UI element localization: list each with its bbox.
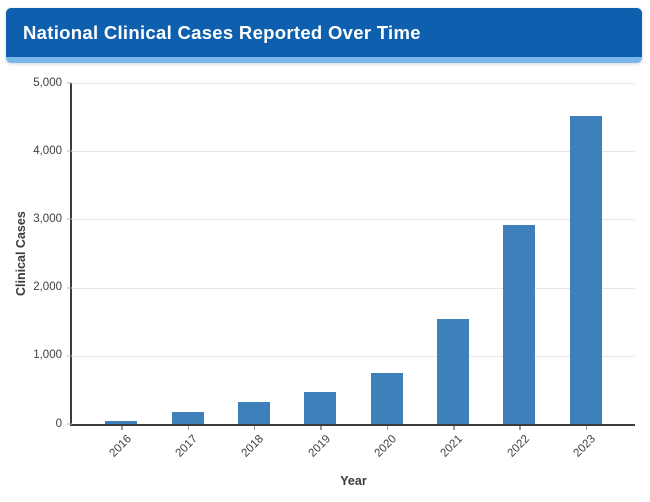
x-tick-label: 2018 [239,433,267,460]
bar-slot: 2021 [420,83,486,460]
x-tick-label: 2017 [173,433,201,460]
y-tick-label: 0 [55,417,62,430]
x-tick-label: 2020 [372,433,400,460]
bar-2023 [569,116,602,424]
x-tick-label: 2023 [571,433,599,460]
bar-slot: 2019 [287,83,353,460]
y-tick-mark [67,218,72,220]
bar-2017 [171,412,204,424]
y-tick-mark [67,287,72,289]
bar-slot: 2016 [88,83,154,460]
x-tick-label: 2016 [107,433,134,460]
x-tick-mark [386,426,389,430]
y-tick-label: 5,000 [33,76,62,89]
plot-area: Clinical Cases 2016 2017 2018 2019 2020 2021 2… [14,77,635,488]
bar-2021 [437,318,470,424]
x-tick-mark [253,426,256,430]
x-tick-mark [585,426,588,430]
x-axis-title: Year [340,474,367,488]
y-tick-label: 3,000 [33,212,62,225]
bar-slot: 2020 [354,83,420,460]
y-axis-title: Clinical Cases [14,211,28,296]
x-tick-mark [320,426,322,430]
gridline [72,83,635,84]
bar-slot: 2022 [486,83,552,460]
chart-title-banner: National Clinical Cases Reported Over Ti… [6,8,642,63]
y-tick-mark [67,150,72,152]
chart-title: National Clinical Cases Reported Over Ti… [23,21,421,43]
gridline [72,355,635,357]
bar-slot: 2017 [154,83,220,460]
x-tick-mark [187,426,190,430]
bar-slot: 2023 [553,83,619,460]
x-tick-label: 2019 [306,433,333,460]
y-tick-mark [67,82,72,84]
bar-2016 [105,420,138,424]
y-tick-mark [67,355,72,357]
x-tick-label: 2022 [505,433,532,460]
bar-slot: 2018 [221,83,287,460]
bar-2018 [237,401,270,424]
gridline [72,151,635,153]
bar-2020 [370,372,403,424]
y-tick-label: 2,000 [33,280,62,293]
x-tick-mark [453,426,455,430]
y-tick-mark [67,423,72,425]
x-tick-mark [519,426,521,430]
x-tick-label: 2021 [438,433,466,460]
bar-2019 [304,391,337,424]
gridline [72,287,635,289]
bars-container: 2016 2017 2018 2019 2020 2021 2022 2023 [72,83,635,460]
gridline [72,219,635,221]
y-tick-label: 4,000 [33,144,62,157]
x-tick-mark [121,426,123,430]
bar-2022 [503,224,536,424]
y-tick-label: 1,000 [33,349,62,362]
